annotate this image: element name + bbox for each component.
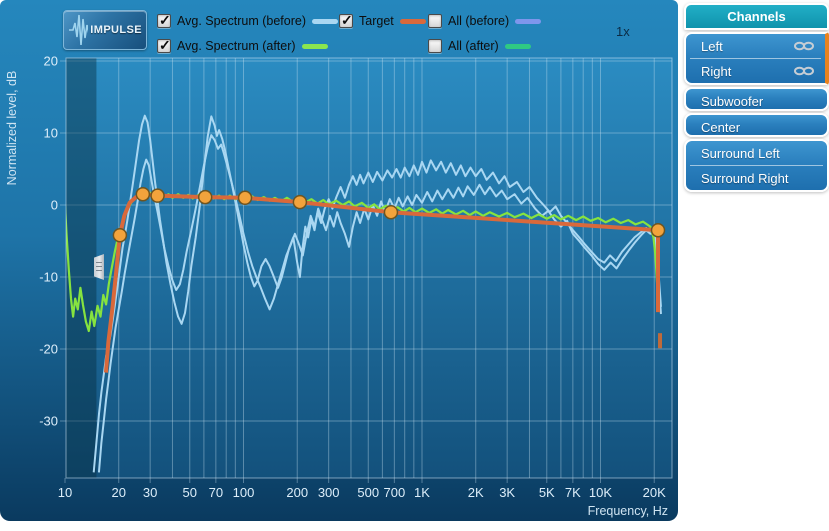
target-control-point[interactable] [292,194,308,210]
channel-label: Left [701,38,723,54]
channel-group-left-right: Left Right [684,32,829,85]
divider [690,165,823,166]
target-control-point[interactable] [135,186,151,202]
y-tick-label: -10 [39,270,58,285]
x-tick-label: 7K [565,485,581,500]
legend-item-avg-spectrum-after: Avg. Spectrum (after) [157,37,328,54]
channel-label: Surround Left [701,145,780,161]
checkbox-all-after[interactable] [428,39,442,53]
legend-label: Target [359,14,394,28]
impulse-button-label: IMPULSE [90,24,142,36]
channel-label: Center [701,119,741,135]
channel-surround-right[interactable]: Surround Right [686,166,827,190]
y-tick-label: -20 [39,342,58,357]
link-icon[interactable] [793,41,815,51]
checkbox-all-before[interactable] [428,14,442,28]
legend-swatch-after [301,43,328,49]
y-tick-label: -30 [39,414,58,429]
channel-subwoofer[interactable]: Subwoofer [684,87,829,111]
x-tick-label: 20 [111,485,125,500]
channel-surround-left[interactable]: Surround Left [686,141,827,165]
legend-label: Avg. Spectrum (after) [177,39,296,53]
y-tick-label: 0 [51,198,58,213]
x-tick-label: 300 [318,485,340,500]
plot-area [66,58,672,478]
x-tick-label: 100 [233,485,255,500]
channel-center[interactable]: Center [684,113,829,137]
spectrum-chart: 10 20 30 50 70 100 200 300 500 700 1K 2K 3K 5K 7K 10K 20… [5,54,673,518]
channel-right[interactable]: Right [686,59,825,83]
y-axis-title: Normalized level, dB [5,71,19,186]
x-tick-label: 2K [468,485,484,500]
channel-label: Right [701,63,732,79]
checkbox-avg-spectrum-after[interactable] [157,37,171,54]
curve-avg-spectrum-before-right [97,134,662,473]
channels-panel: Channels Left Right [684,0,829,192]
target-control-point[interactable] [237,190,253,206]
x-tick-label: 30 [143,485,157,500]
x-tick-label: 10K [589,485,612,500]
x-tick-label: 20K [643,485,666,500]
y-tick-label: 20 [44,54,58,69]
target-control-point[interactable] [650,222,666,238]
x-axis-title: Frequency, Hz [588,504,668,518]
target-control-point[interactable] [112,227,128,243]
x-tick-label: 50 [183,485,197,500]
channels-header: Channels [684,3,829,30]
impulse-button[interactable]: IMPULSE [63,10,147,50]
legend-item-avg-spectrum-before: Avg. Spectrum (before) [157,12,338,29]
channel-label: Surround Right [701,170,789,186]
x-tick-label: 10 [58,485,72,500]
x-tick-label: 200 [286,485,308,500]
x-tick-label: 1K [414,485,430,500]
channel-label: Subwoofer [701,93,764,109]
legend-label: All (after) [448,39,499,53]
rolloff-handle[interactable] [94,254,104,280]
x-tick-label: 3K [499,485,515,500]
target-control-point[interactable] [150,188,165,203]
target-control-point[interactable] [197,189,213,205]
chart-panel: 10 20 30 50 70 100 200 300 500 700 1K 2K 3K 5K 7K 10K 20… [0,0,678,521]
legend-swatch-target [399,18,426,24]
x-tick-label: 70 [209,485,223,500]
divider [690,58,821,59]
legend-label: All (before) [448,14,510,28]
x-tick-label: 700 [383,485,405,500]
legend-swatch-all-after [504,43,531,49]
target-control-point[interactable] [383,204,399,220]
legend-item-target: Target [339,12,426,29]
y-tick-label: 10 [44,126,58,141]
legend-swatch-all-before [515,18,542,24]
legend-label: Avg. Spectrum (before) [177,14,306,28]
plot-border [65,57,673,479]
legend-item-all-before: All (before) [428,13,542,29]
legend-swatch-before [312,18,338,24]
channel-group-surround: Surround Left Surround Right [684,139,829,192]
x-tick-label: 500 [357,485,379,500]
legend-item-all-after: All (after) [428,38,531,54]
channel-left[interactable]: Left [686,34,825,58]
zoom-level: 1x [616,24,630,39]
disabled-band [66,58,97,478]
checkbox-target[interactable] [339,12,353,29]
x-tick-label: 5K [539,485,555,500]
checkbox-avg-spectrum-before[interactable] [157,12,171,29]
link-icon[interactable] [793,66,815,76]
impulse-waveform-icon [69,14,89,46]
